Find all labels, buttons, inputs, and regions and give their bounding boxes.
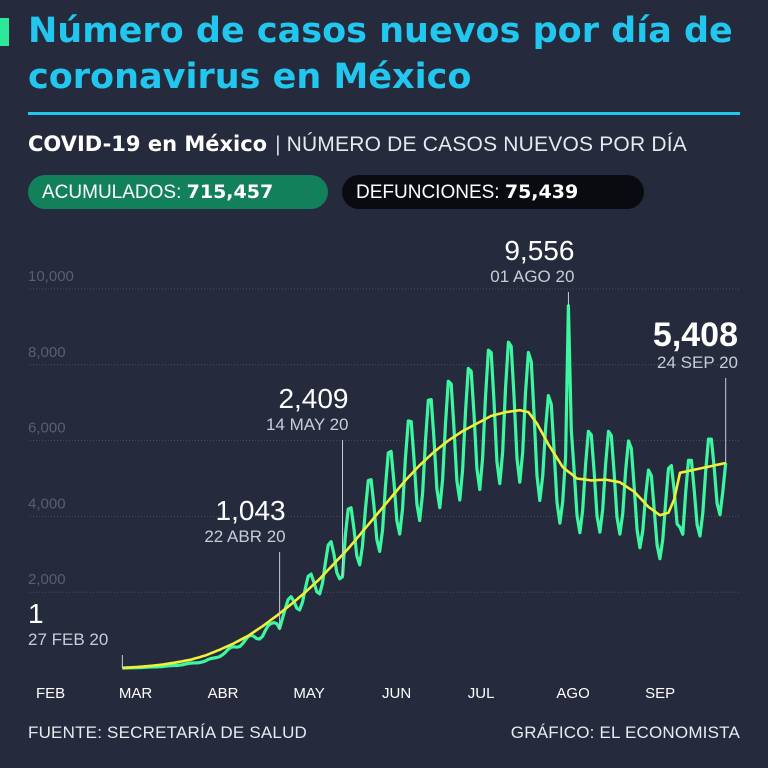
x-tick-label: ABR (208, 685, 239, 702)
y-tick-label: 10,000 (28, 268, 74, 285)
annotation-date: 22 ABR 20 (204, 527, 285, 546)
x-tick-label: JUN (382, 685, 411, 702)
defunciones-label: DEFUNCIONES: (356, 182, 500, 203)
x-tick-label: MAR (119, 685, 153, 702)
annotation-date: 24 SEP 20 (657, 353, 738, 372)
acumulados-label: ACUMULADOS: (42, 182, 182, 203)
series-daily-line (122, 304, 728, 670)
title-underline (28, 112, 740, 115)
subtitle-description: NÚMERO DE CASOS NUEVOS POR DÍA (286, 133, 687, 156)
annotation-date: 27 FEB 20 (28, 630, 108, 649)
annotation-date: 01 AGO 20 (490, 267, 574, 286)
x-tick-label: FEB (36, 685, 65, 702)
x-tick-label: SEP (645, 685, 675, 702)
annotation-value: 1 (28, 598, 44, 629)
source-label: FUENTE: SECRETARÍA DE SALUD (28, 723, 308, 742)
x-tick-label: JUL (468, 685, 495, 702)
subtitle-separator: | (275, 133, 281, 156)
annotation-value: 5,408 (653, 316, 738, 354)
defunciones-value: 75,439 (504, 181, 579, 203)
series-trend-line (122, 408, 726, 670)
annotation-value: 9,556 (504, 235, 574, 266)
annotation-value: 1,043 (216, 495, 286, 526)
y-tick-label: 8,000 (28, 344, 66, 361)
acumulados-badge: ACUMULADOS: 715,457 (28, 175, 328, 209)
y-tick-label: 2,000 (28, 571, 66, 588)
title-accent-bar (0, 18, 9, 46)
subtitle-label: COVID-19 en México (28, 132, 268, 156)
page-title: Número de casos nuevos por día de corona… (28, 11, 733, 97)
annotation-date: 14 MAY 20 (266, 415, 349, 434)
y-tick-label: 4,000 (28, 495, 66, 512)
y-tick-label: 6,000 (28, 420, 66, 437)
x-tick-label: MAY (293, 685, 324, 702)
x-tick-label: AGO (556, 685, 589, 702)
credit-label: GRÁFICO: EL ECONOMISTA (510, 723, 740, 742)
subtitle: COVID-19 en México | NÚMERO DE CASOS NUEVO… (28, 132, 687, 157)
annotation-value: 2,409 (278, 383, 348, 414)
defunciones-badge: DEFUNCIONES: 75,439 (342, 175, 644, 209)
acumulados-value: 715,457 (186, 181, 274, 203)
